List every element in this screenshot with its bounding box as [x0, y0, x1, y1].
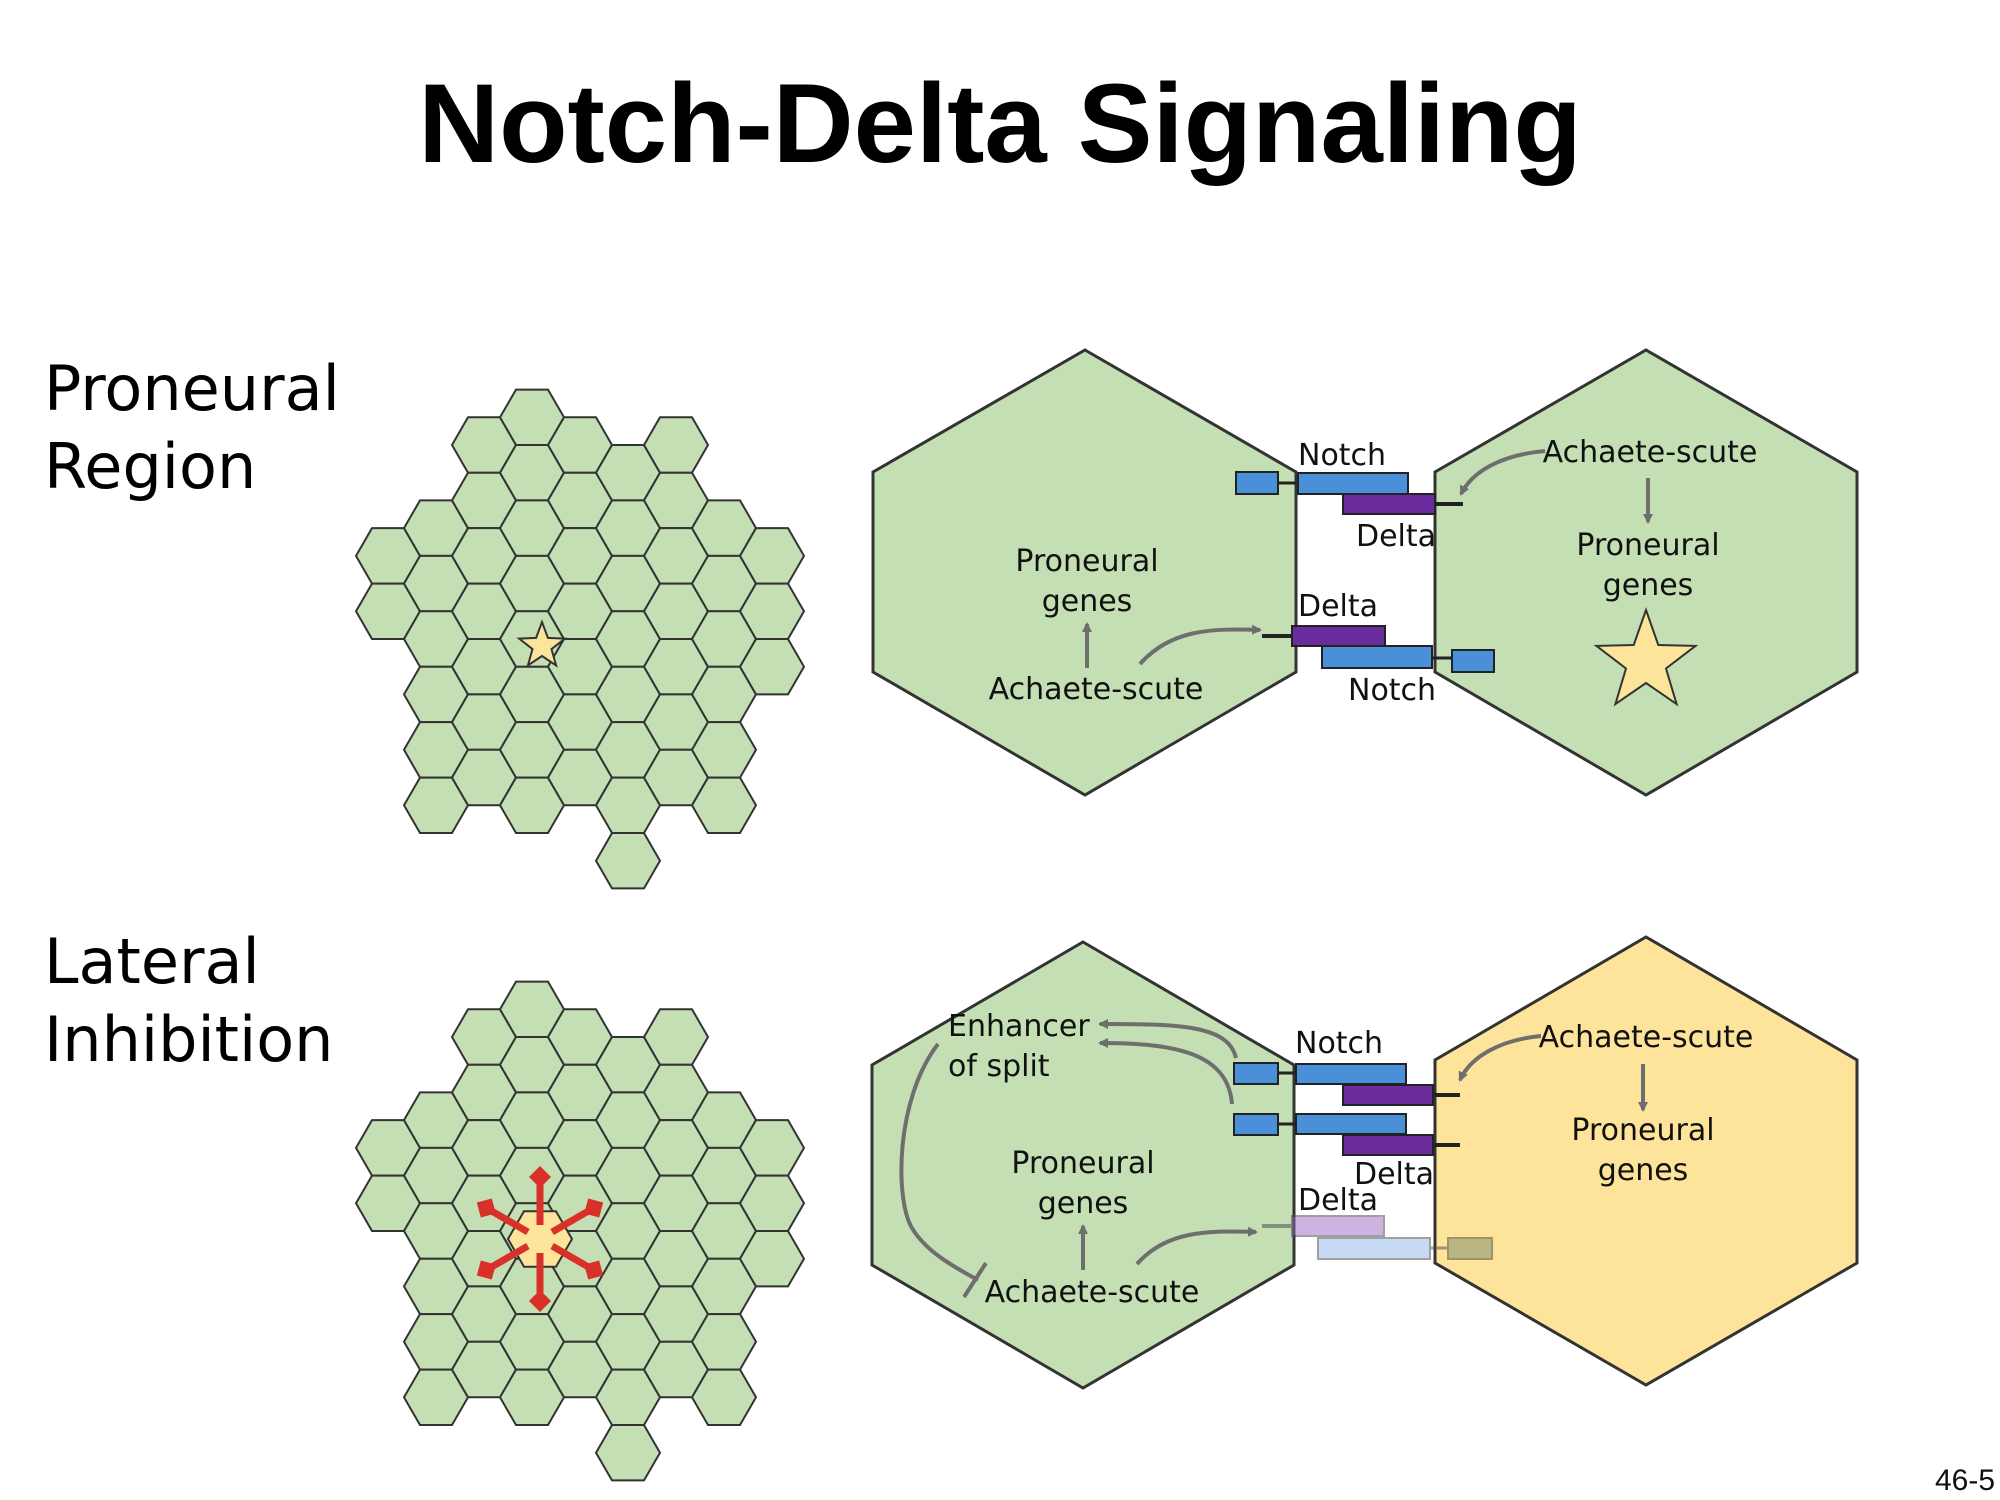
label-delta-bottom: Delta	[1298, 589, 1378, 624]
arrow-notch-to-enhancer	[1098, 1038, 1234, 1105]
notch-delta-junction-top	[1235, 471, 1495, 673]
notch-receptor-bar	[1295, 1113, 1407, 1135]
notch-receptor-bar	[1321, 645, 1433, 669]
label-proneural-genes: genes	[1603, 568, 1694, 603]
label-proneural-genes: Proneural	[1576, 528, 1719, 563]
star-icon	[516, 619, 568, 668]
inhibition-arrow	[488, 1242, 530, 1272]
notch-receptor-bar	[1297, 472, 1409, 495]
delta-ligand-bar	[1291, 625, 1386, 647]
inhibition-arrowhead	[529, 1166, 551, 1188]
arrow-notch-to-achaete	[1458, 1034, 1542, 1082]
label-enhancer-of-split: of split	[948, 1049, 1050, 1084]
honeycomb-cell	[594, 832, 662, 890]
arrow-notch-to-enhancer	[1098, 1019, 1238, 1059]
lateral-inhibition-signal	[476, 1166, 604, 1312]
faded-delta-notch-pair	[1262, 1215, 1493, 1260]
label-proneural-genes: genes	[1598, 1153, 1689, 1188]
notch-receptor	[1233, 1113, 1279, 1136]
label-proneural-genes: Proneural	[1571, 1113, 1714, 1148]
delta-ligand-bar	[1342, 1084, 1434, 1106]
honeycomb-cell	[738, 1230, 806, 1288]
label-proneural-genes: Proneural	[1011, 1146, 1154, 1181]
label-notch-top: Notch	[1298, 438, 1386, 473]
inhibition-arrowhead	[476, 1260, 496, 1280]
inhibition-arrows	[476, 1166, 604, 1312]
row-label-lateral-line1: Lateral	[44, 925, 260, 998]
notch-receptor-bar	[1295, 1063, 1407, 1085]
delta-ligand-bar	[1342, 493, 1436, 515]
label-achaete-scute: Achaete-scute	[1539, 1020, 1754, 1055]
notch-receptor	[1233, 1062, 1279, 1085]
inhibition-arrow	[550, 1206, 592, 1236]
honeycomb-cluster-proneural	[354, 388, 806, 890]
slide-title: Notch-Delta Signaling	[418, 61, 1582, 186]
honeycomb-cell	[738, 638, 806, 696]
honeycomb-cell	[690, 1368, 758, 1426]
honeycomb-cell	[690, 776, 758, 834]
label-delta-top: Delta	[1356, 519, 1436, 554]
arrow-achaete-to-delta	[1138, 624, 1262, 666]
notch-receptor	[1235, 471, 1279, 495]
inhibition-arrow	[550, 1242, 592, 1272]
label-enhancer-of-split: Enhancer	[948, 1009, 1090, 1044]
signaling-cell	[506, 1210, 574, 1268]
page-number: 46-5	[1935, 1464, 1995, 1497]
inhibition-bar	[962, 1261, 988, 1299]
cell-right-lateral	[1433, 935, 1859, 1387]
label-achaete-scute: Achaete-scute	[989, 672, 1204, 707]
delta-ligand-bar	[1342, 1134, 1434, 1156]
label-proneural-genes: genes	[1042, 584, 1133, 619]
cell-right-proneural	[1433, 348, 1859, 797]
label-proneural-genes: genes	[1038, 1186, 1129, 1221]
inhibition-arrow	[488, 1206, 530, 1236]
inhibition-arrowhead	[584, 1198, 604, 1218]
star-icon	[1593, 606, 1699, 707]
arrow-notch-to-achaete	[1459, 449, 1546, 496]
label-achaete-scute: Achaete-scute	[985, 1275, 1200, 1310]
inhibition-arrowhead	[584, 1260, 604, 1280]
label-notch-bottom: Notch	[1348, 673, 1436, 708]
row-label-proneural-line1: Proneural	[44, 352, 340, 425]
row-label-lateral-line2: Inhibition	[44, 1003, 333, 1076]
honeycomb-cluster-lateral	[354, 980, 806, 1482]
row-label-proneural-line2: Region	[44, 430, 256, 503]
honeycomb-cell	[594, 1424, 662, 1482]
inhibition-arrowhead	[476, 1198, 496, 1218]
label-achaete-scute: Achaete-scute	[1543, 435, 1758, 470]
arrow-achaete-to-delta	[1135, 1226, 1258, 1266]
label-delta-bottom: Delta	[1298, 1183, 1378, 1218]
notch-receptor	[1451, 649, 1495, 673]
label-delta-top: Delta	[1354, 1157, 1434, 1192]
cell-left-proneural	[871, 348, 1298, 797]
notch-delta-junction-bottom	[1233, 1062, 1493, 1260]
inhibition-arrowhead	[529, 1290, 551, 1312]
label-proneural-genes: Proneural	[1015, 544, 1158, 579]
label-notch-top: Notch	[1295, 1026, 1383, 1061]
inhibition-enhancer-to-achaete	[899, 1042, 979, 1282]
